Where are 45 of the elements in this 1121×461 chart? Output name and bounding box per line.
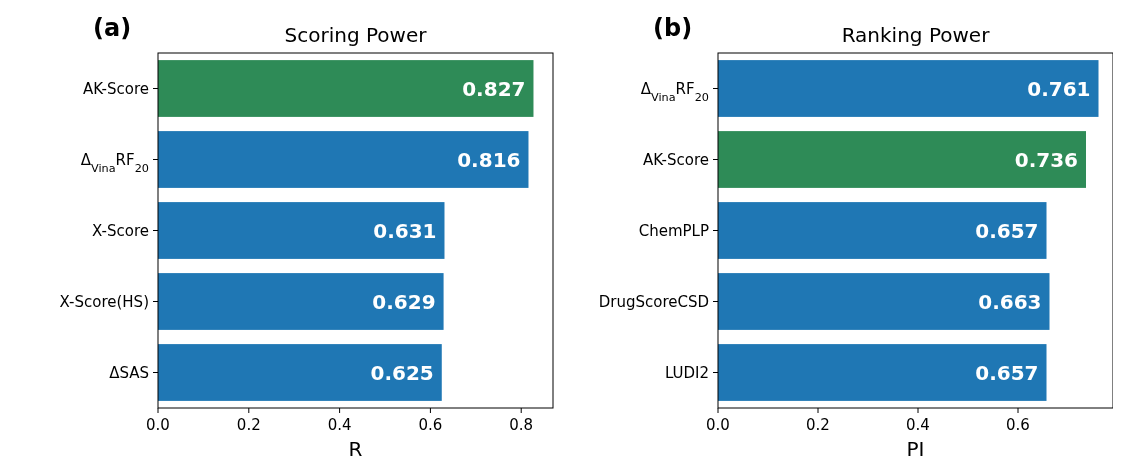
data-label: 0.827 — [462, 76, 526, 101]
x-tick-label: 0.0 — [706, 416, 730, 434]
data-label: 0.629 — [372, 289, 436, 314]
y-tick-label: ΔSAS — [109, 363, 149, 382]
data-label: 0.736 — [1014, 147, 1078, 172]
bar — [158, 131, 529, 188]
text: (a) — [93, 14, 132, 42]
data-label: 0.657 — [975, 218, 1039, 243]
chart-title: Ranking Power — [841, 23, 991, 47]
bar — [718, 344, 1047, 401]
x-axis-title: PI — [906, 437, 925, 461]
bar — [718, 202, 1047, 259]
y-tick-label: AK-Score — [643, 150, 709, 169]
data-label: 0.625 — [370, 360, 434, 385]
data-label: 0.663 — [978, 289, 1042, 314]
bar — [158, 60, 534, 117]
x-tick-label: 0.2 — [806, 416, 830, 434]
data-label: 0.631 — [373, 218, 437, 243]
x-tick-label: 0.6 — [418, 416, 443, 434]
data-label: 0.761 — [1027, 76, 1091, 101]
y-tick-label: Δ$_{Vina}$RF$_{20}$ — [640, 79, 709, 104]
y-tick-label: LUDI2 — [664, 363, 709, 382]
bar — [158, 202, 445, 259]
y-tick-label: DrugScoreCSD — [598, 292, 709, 311]
text: (b) — [653, 14, 693, 42]
x-tick-label: 0.2 — [236, 416, 261, 434]
x-tick-label: 0.0 — [146, 416, 170, 434]
chart-title: Scoring Power — [284, 23, 428, 47]
bar — [718, 131, 1086, 188]
y-tick-label: AK-Score — [83, 79, 149, 98]
data-label: 0.657 — [975, 360, 1039, 385]
y-tick-label: X-Score(HS) — [59, 292, 149, 311]
y-tick-label: X-Score — [92, 221, 149, 240]
x-tick-label: 0.4 — [906, 416, 930, 434]
bar — [718, 273, 1050, 330]
bar — [718, 60, 1099, 117]
y-tick-label: ChemPLP — [638, 221, 709, 240]
data-label: 0.816 — [457, 147, 521, 172]
bar — [158, 273, 444, 330]
x-tick-label: 0.4 — [327, 416, 352, 434]
y-tick-label: Δ$_{Vina}$RF$_{20}$ — [80, 150, 149, 175]
x-tick-label: 0.8 — [509, 416, 534, 434]
x-tick-label: 0.6 — [1006, 416, 1030, 434]
x-axis-title: R — [348, 437, 363, 461]
bar — [158, 344, 442, 401]
